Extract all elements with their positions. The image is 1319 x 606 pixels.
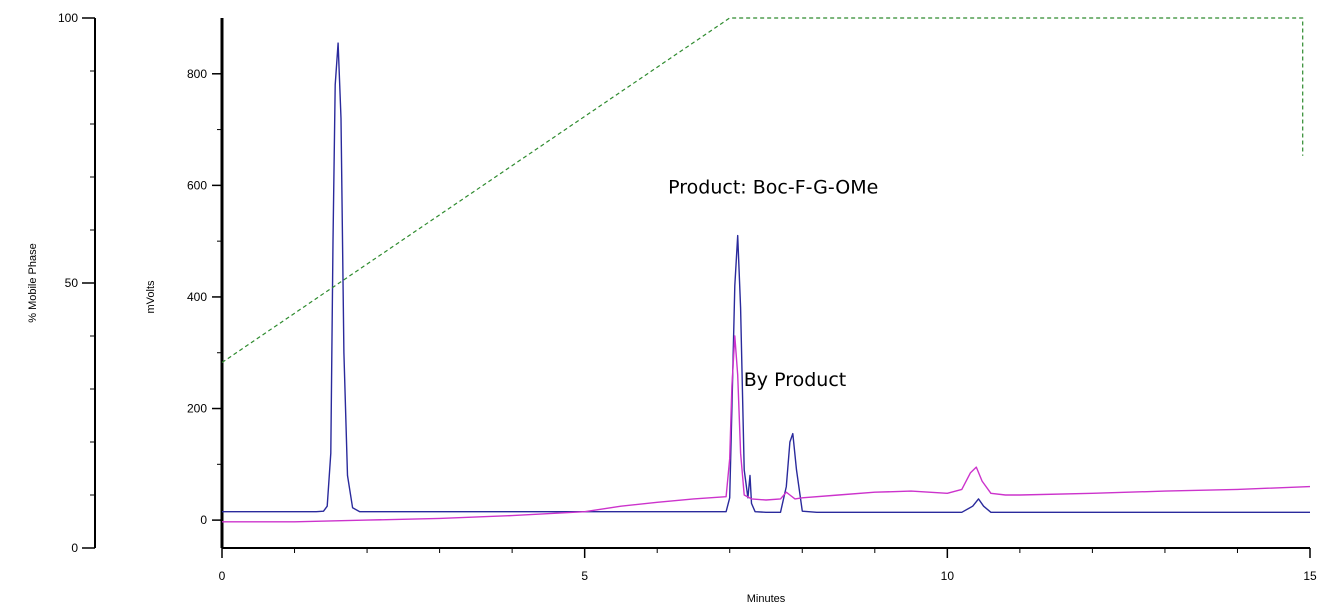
annotation-label-1: By Product bbox=[744, 369, 846, 391]
x-axis-tick-label: 10 bbox=[941, 569, 955, 583]
left-axis-title: % Mobile Phase bbox=[27, 243, 39, 323]
left-axis-tick-label: 50 bbox=[65, 276, 79, 290]
series-line-0 bbox=[222, 42, 1310, 513]
annotations-layer: Product: Boc-F-G-OMe By Product bbox=[668, 177, 878, 391]
series-line-2 bbox=[221, 17, 1304, 363]
mvolts-axis-tick-label: 800 bbox=[187, 67, 207, 81]
series-line-1 bbox=[222, 335, 1311, 523]
mvolts-axis-tick-label: 0 bbox=[200, 513, 207, 527]
mvolts-axis-tick-label: 400 bbox=[187, 290, 207, 304]
mvolts-axis-title: mVolts bbox=[145, 280, 157, 314]
annotation-label-0: Product: Boc-F-G-OMe bbox=[668, 177, 878, 199]
x-axis-tick-label: 5 bbox=[581, 569, 588, 583]
x-axis-tick-label: 0 bbox=[219, 569, 226, 583]
x-axis-title: Minutes bbox=[747, 593, 786, 605]
left-axis-tick-label: 0 bbox=[71, 541, 78, 555]
mvolts-axis-ticks: 0 200 400 600 800 bbox=[187, 67, 222, 527]
x-axis-tick-label: 15 bbox=[1303, 569, 1317, 583]
left-axis-ticks: 0 50 100 bbox=[58, 11, 95, 555]
x-axis-ticks: 0 5 10 15 bbox=[219, 548, 1317, 583]
series-layer bbox=[221, 17, 1311, 523]
mvolts-axis-tick-label: 600 bbox=[187, 178, 207, 192]
left-axis-tick-label: 100 bbox=[58, 11, 78, 25]
mvolts-axis-tick-label: 200 bbox=[187, 402, 207, 416]
